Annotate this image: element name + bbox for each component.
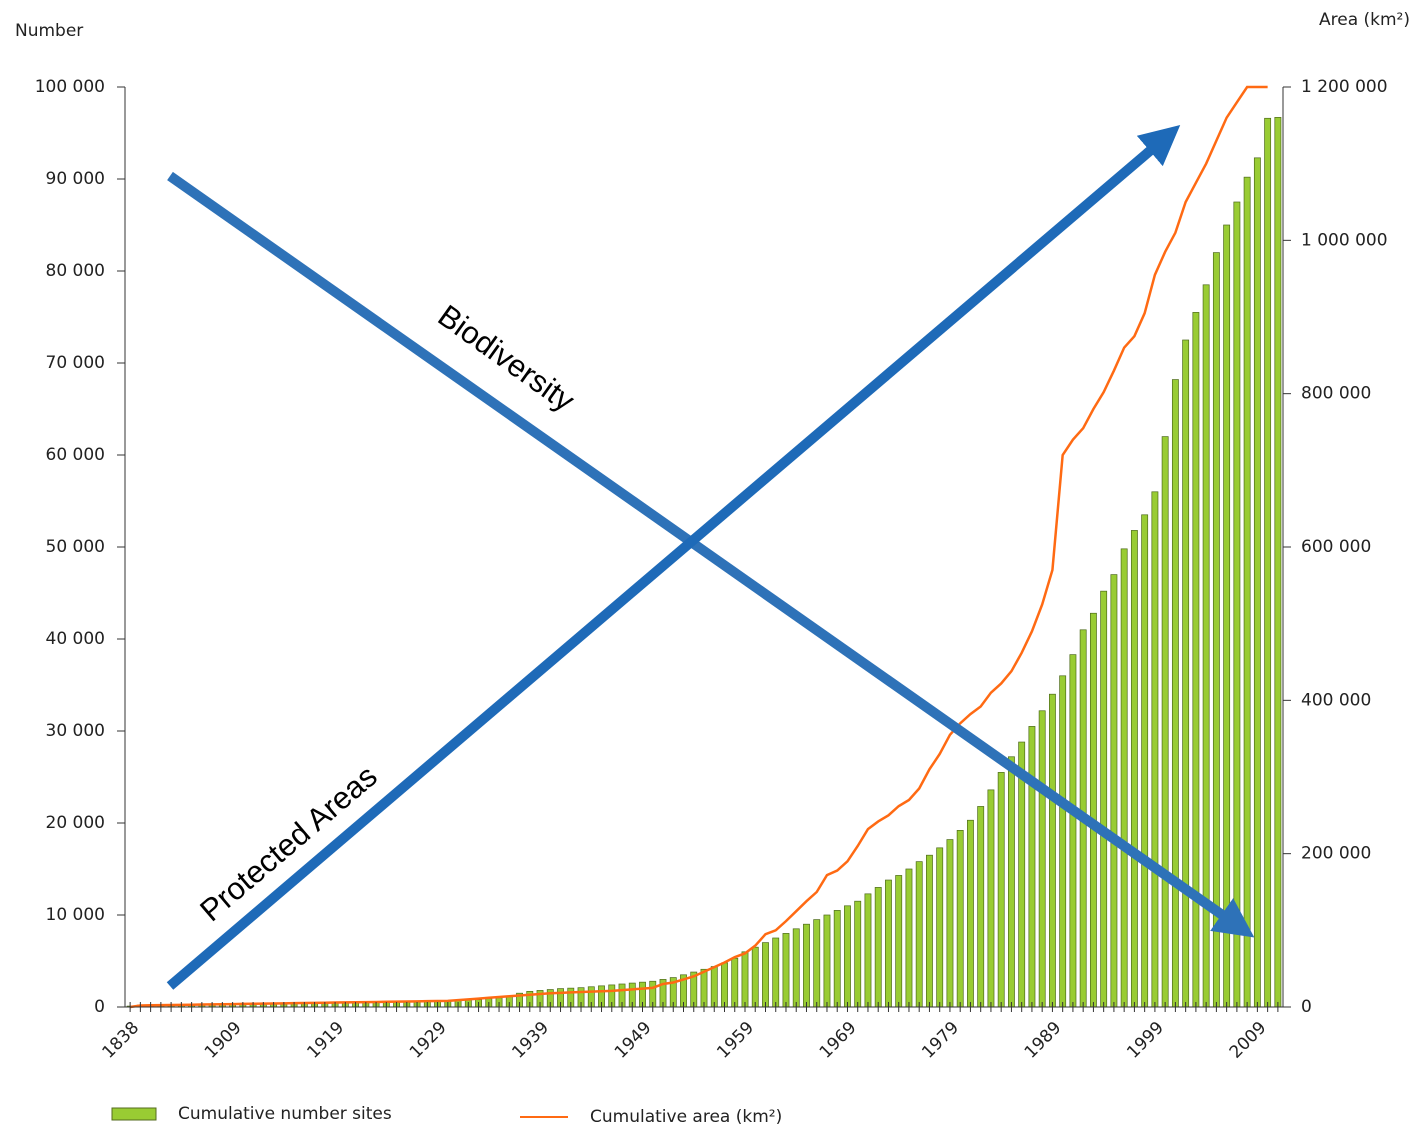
x-tick-label: 1999 xyxy=(1123,1018,1168,1063)
x-tick-label: 1919 xyxy=(303,1018,348,1063)
bar xyxy=(1212,252,1220,1008)
x-tick-label: 1929 xyxy=(406,1018,451,1063)
bar xyxy=(936,847,944,1008)
bar xyxy=(987,789,995,1008)
bar xyxy=(1171,379,1179,1008)
bar xyxy=(915,861,923,1008)
arrow xyxy=(167,171,1255,938)
arrow xyxy=(166,125,1181,990)
y2-tick-label: 600 000 xyxy=(1301,537,1371,557)
bar xyxy=(1182,339,1190,1008)
x-tick-label: 1979 xyxy=(918,1018,963,1063)
y2-axis-title: Area (km²) xyxy=(1319,10,1410,30)
bar xyxy=(1059,675,1067,1008)
bar xyxy=(895,875,903,1008)
bar xyxy=(885,879,892,1008)
bar xyxy=(1253,157,1261,1008)
bar xyxy=(864,893,872,1008)
bar xyxy=(1069,654,1077,1008)
y-tick-label: 20 000 xyxy=(46,813,105,833)
x-tick-label: 1949 xyxy=(611,1018,656,1063)
bar xyxy=(731,957,739,1008)
bar xyxy=(997,772,1005,1008)
bar xyxy=(1018,741,1026,1008)
y-tick-label: 40 000 xyxy=(46,629,105,649)
y2-tick-label: 0 xyxy=(1301,997,1312,1017)
legend-label: Cumulative number sites xyxy=(178,1104,392,1124)
y-tick-label: 80 000 xyxy=(46,261,105,281)
bar xyxy=(751,946,759,1008)
bar xyxy=(1233,201,1241,1008)
bar xyxy=(710,966,718,1008)
bar xyxy=(741,951,749,1008)
bar xyxy=(844,905,851,1008)
bar xyxy=(1110,574,1118,1008)
bar xyxy=(1120,548,1128,1008)
y-tick-label: 30 000 xyxy=(46,721,105,741)
bar xyxy=(1264,117,1272,1008)
x-tick-label: 1909 xyxy=(201,1018,246,1063)
bar xyxy=(1008,756,1015,1008)
x-tick-label: 1939 xyxy=(508,1018,553,1063)
x-tick-label: 1969 xyxy=(816,1018,861,1063)
line xyxy=(129,85,1268,1009)
x-tick-label: 1838 xyxy=(98,1018,143,1063)
bar xyxy=(762,942,769,1008)
bar xyxy=(823,914,831,1008)
y2-tick-label: 1 200 000 xyxy=(1301,77,1388,97)
y2-tick-label: 800 000 xyxy=(1301,384,1371,404)
y-tick-label: 50 000 xyxy=(46,537,105,557)
y-tick-label: 90 000 xyxy=(46,169,105,189)
x-tick-label: 1959 xyxy=(713,1018,758,1063)
bar xyxy=(813,919,821,1008)
y-tick-label: 60 000 xyxy=(46,445,105,465)
bar xyxy=(772,937,780,1008)
y-tick-label: 100 000 xyxy=(35,77,105,97)
bar xyxy=(803,923,810,1008)
x-tick-label: 1989 xyxy=(1021,1018,1066,1063)
bar xyxy=(1130,530,1138,1008)
bar xyxy=(1141,514,1149,1008)
y-tick-label: 70 000 xyxy=(46,353,105,373)
bar xyxy=(905,868,913,1008)
bar xyxy=(1049,693,1056,1008)
bar xyxy=(926,854,933,1008)
bar xyxy=(782,933,790,1008)
annotation: Protected Areas xyxy=(193,758,383,928)
bar xyxy=(967,819,974,1008)
bar xyxy=(977,806,985,1008)
bar xyxy=(721,962,728,1008)
bar xyxy=(1243,176,1251,1008)
y-tick-label: 0 xyxy=(94,997,105,1017)
x-tick-label: 2009 xyxy=(1226,1018,1271,1063)
legend-label: Cumulative area (km²) xyxy=(590,1107,782,1127)
y2-tick-label: 1 000 000 xyxy=(1301,230,1388,250)
bar xyxy=(946,839,954,1008)
bar xyxy=(1038,710,1046,1008)
bar xyxy=(833,910,841,1008)
bar xyxy=(1161,436,1169,1008)
bar xyxy=(700,968,708,1008)
bar xyxy=(1100,590,1108,1008)
bar xyxy=(874,887,882,1008)
annotation: Biodiversity xyxy=(432,298,582,419)
bar xyxy=(854,900,862,1008)
y2-tick-label: 400 000 xyxy=(1301,690,1371,710)
bar xyxy=(1151,491,1159,1008)
y2-tick-label: 200 000 xyxy=(1301,844,1371,864)
bar xyxy=(1223,224,1231,1008)
bar xyxy=(1274,117,1282,1008)
bar xyxy=(1089,612,1097,1008)
bar xyxy=(792,928,800,1008)
bar xyxy=(956,830,964,1008)
y-axis-title: Number xyxy=(15,21,83,41)
bar xyxy=(1028,726,1036,1008)
y-tick-label: 10 000 xyxy=(46,905,105,925)
legend-swatch xyxy=(111,1107,157,1121)
